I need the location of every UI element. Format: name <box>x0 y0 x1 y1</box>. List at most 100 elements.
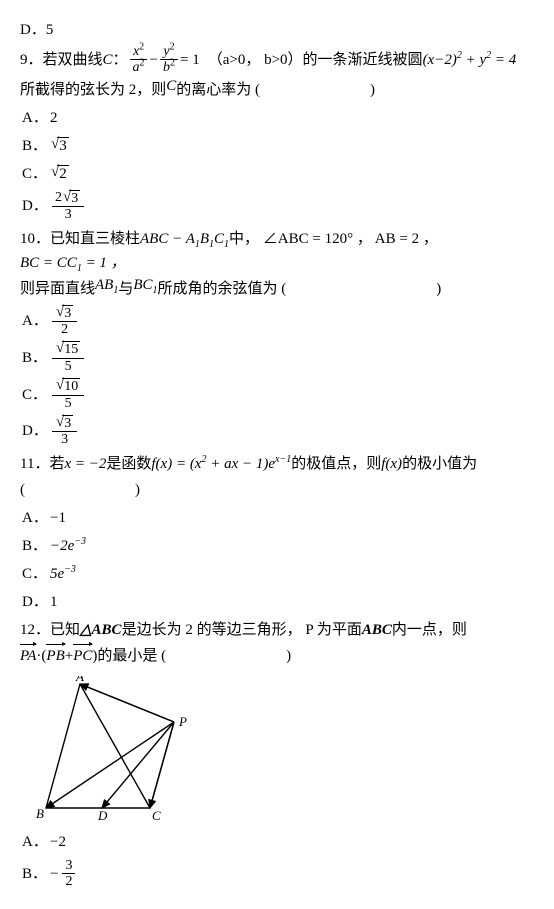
t: 内一点，则 <box>392 618 467 642</box>
exp: 2 <box>139 41 144 52</box>
lbl: A． <box>22 106 50 130</box>
c: 2 <box>55 190 62 205</box>
colon: ： <box>113 48 128 72</box>
t: + y <box>462 52 486 68</box>
t: 是边长为 2 的等边三角形， P 为平面 <box>122 618 362 642</box>
sqrt-icon: 3 <box>56 415 73 431</box>
d: 2 <box>58 322 71 337</box>
c: C <box>166 74 176 98</box>
bc: BC = CC1 = 1 ， <box>20 251 126 275</box>
t: = 1 ， <box>82 255 126 271</box>
q10-line1: 10．已知直三棱柱 ABC − A1B1C1 中， ∠ABC = 120° ， … <box>20 227 534 275</box>
t: 的最小是 ( <box>97 644 166 668</box>
q11-line1: 11．若 x = −2 是函数 f(x) = (x2 + ax − 1)ex−1… <box>20 452 534 476</box>
d: 2 <box>62 874 75 889</box>
t: PB <box>46 648 64 664</box>
lbl: A． <box>22 506 50 530</box>
s: 1 <box>153 285 158 296</box>
eq: = 1 <box>180 48 200 72</box>
r: 3 <box>62 305 73 321</box>
v: −2 <box>50 830 66 854</box>
q11-opt-a: A．−1 <box>22 506 534 530</box>
q11-opt-c: C．5e−3 <box>22 562 534 586</box>
v: 1 <box>50 590 58 614</box>
s: 1 <box>113 285 118 296</box>
q9-opt-a: A．2 <box>22 106 534 130</box>
frac: 32 <box>52 305 77 338</box>
q9-cond: （a>0， b>0）的一条渐近线被圆 <box>208 48 423 72</box>
t: f(x) = (x <box>151 456 201 472</box>
lbl: C． <box>22 383 50 407</box>
t: 的极值点，则 <box>291 452 381 476</box>
t: 5e <box>50 566 64 582</box>
v: −2e−3 <box>50 534 86 558</box>
minus: − <box>150 48 158 72</box>
bc1: BC1 <box>133 273 157 297</box>
e: x−1 <box>275 454 291 465</box>
svg-text:A: A <box>75 676 84 684</box>
q9-opt-d: D． 23 3 <box>22 190 534 223</box>
r: 10 <box>62 378 80 394</box>
r: 15 <box>62 341 80 357</box>
close: ) <box>436 277 441 301</box>
vec-pa: PA <box>20 644 36 668</box>
q10-opt-c: C． 105 <box>22 378 534 411</box>
lbl: D． <box>22 419 50 443</box>
v: − 32 <box>50 858 77 890</box>
text: D．5 <box>20 18 53 42</box>
t: 的极小值为 <box>402 452 477 476</box>
t: = 4 <box>491 52 516 68</box>
q12-opt-b: B． − 32 <box>22 858 534 890</box>
exp: 2 <box>170 58 175 69</box>
svg-text:C: C <box>152 808 161 823</box>
sqrt-icon: 15 <box>56 341 80 357</box>
t: (x−2) <box>423 52 457 68</box>
lbl: B． <box>22 134 50 158</box>
t: 11．若 <box>20 452 64 476</box>
q12-opt-a: A．−2 <box>22 830 534 854</box>
t: ·( <box>36 644 46 668</box>
q9-frac1: x2 a2 <box>130 44 148 76</box>
t: PC <box>73 648 92 664</box>
svg-text:B: B <box>36 806 44 821</box>
ab1: AB1 <box>95 273 118 297</box>
q12-line1: 12．已知 △ABC 是边长为 2 的等边三角形， P 为平面 ABC 内一点，… <box>20 618 534 642</box>
frac: 32 <box>62 858 75 890</box>
den: 3 <box>62 207 75 222</box>
t: ABC − A <box>140 231 195 247</box>
q10-opt-b: B． 155 <box>22 341 534 374</box>
t: −2e <box>50 538 74 554</box>
q9-frac2: y2 b2 <box>160 44 178 76</box>
lbl: A． <box>22 309 50 333</box>
e: −3 <box>64 564 76 575</box>
q12-line2: PA ·( PB + PC ) 的最小是 ( ) <box>20 644 534 668</box>
close: ) <box>370 78 375 102</box>
tri: △ABC <box>80 618 122 642</box>
lbl: D． <box>22 194 50 218</box>
q12-geometry-figure: ABCDP <box>32 676 202 826</box>
lbl: B． <box>22 534 50 558</box>
q9-C: C <box>103 48 113 72</box>
exp: 2 <box>140 58 145 69</box>
t: 10．已知直三棱柱 <box>20 227 140 251</box>
r: 3 <box>62 415 73 431</box>
svg-text:P: P <box>178 714 187 729</box>
t: PA <box>20 648 36 664</box>
frac: 105 <box>52 378 84 411</box>
d: 5 <box>62 359 75 374</box>
abc: ABC <box>362 618 392 642</box>
sign: − <box>50 862 58 886</box>
q8-option-d: D．5 <box>20 18 534 42</box>
q11-opt-d: D．1 <box>22 590 534 614</box>
prism: ABC − A1B1C1 <box>140 227 229 251</box>
sqrt-icon: 3 <box>63 190 80 206</box>
lbl: C． <box>22 162 50 186</box>
t: 则异面直线 <box>20 277 95 301</box>
rad: 3 <box>57 137 69 155</box>
sqrt-icon: 2 <box>51 165 69 183</box>
q10-opt-a: A． 32 <box>22 305 534 338</box>
q9-opt-b: B． 3 <box>22 134 534 158</box>
t: B <box>200 231 209 247</box>
val: 2 <box>50 106 58 130</box>
a: a <box>133 60 140 75</box>
